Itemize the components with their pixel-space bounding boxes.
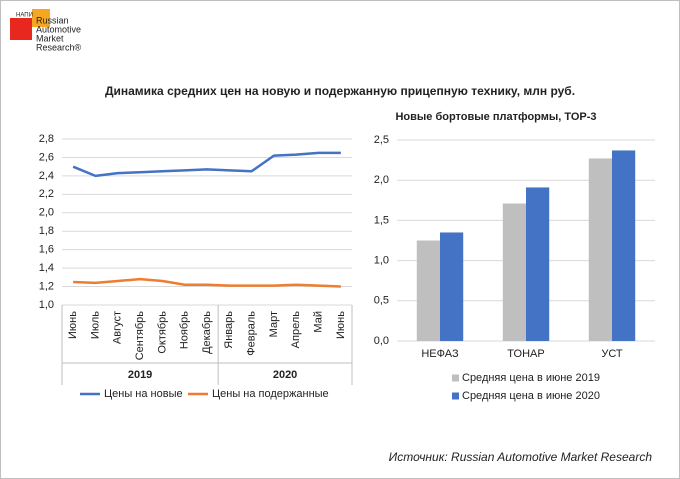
line-series bbox=[73, 277, 341, 288]
x-tick-label: Май bbox=[312, 311, 324, 333]
main-title: Динамика средних цен на новую и подержан… bbox=[105, 84, 575, 98]
logo-line: Market bbox=[36, 33, 64, 43]
x-tick-label: Февраль bbox=[246, 311, 258, 356]
x-tick-label: Декабрь bbox=[201, 311, 213, 354]
bar bbox=[440, 232, 464, 341]
y-tick-label: 1,2 bbox=[39, 280, 54, 292]
logo-line: Russian bbox=[36, 15, 69, 25]
x-tick-label: ТОНАР bbox=[507, 348, 544, 360]
x-tick-label: Август bbox=[112, 311, 124, 344]
group-label: 2020 bbox=[273, 369, 297, 381]
x-tick-label: Сентябрь bbox=[134, 311, 146, 361]
logo-red bbox=[10, 18, 32, 40]
legend-label: Средняя цена в июне 2020 bbox=[462, 390, 600, 402]
y-tick-label: 1,6 bbox=[39, 244, 54, 256]
legend-label: Цены на новые bbox=[104, 388, 183, 400]
source: Источник: Russian Automotive Market Rese… bbox=[389, 450, 653, 464]
y-tick-label: 1,4 bbox=[39, 262, 54, 274]
x-tick-label: Апрель bbox=[290, 311, 302, 349]
y-tick-label: 0,5 bbox=[374, 295, 389, 307]
group-label: 2019 bbox=[128, 369, 152, 381]
x-tick-label: Март bbox=[268, 311, 280, 337]
y-tick-label: 1,0 bbox=[39, 299, 54, 311]
logo-line: Research® bbox=[36, 42, 82, 52]
y-tick-label: 2,6 bbox=[39, 151, 54, 163]
y-tick-label: 2,2 bbox=[39, 188, 54, 200]
y-tick-label: 2,4 bbox=[39, 170, 54, 182]
logo-small: НАПИ bbox=[16, 13, 33, 19]
bar bbox=[502, 203, 526, 341]
legend-swatch bbox=[452, 374, 459, 382]
bar bbox=[612, 150, 636, 341]
x-tick-label: Январь bbox=[223, 311, 235, 349]
x-tick-label: Июль bbox=[89, 311, 101, 339]
y-tick-label: 1,0 bbox=[374, 255, 389, 267]
x-tick-label: Ноябрь bbox=[179, 311, 191, 349]
logo-orange bbox=[32, 9, 50, 27]
bar bbox=[526, 187, 550, 341]
legend-label: Цены на подержанные bbox=[212, 388, 329, 400]
x-tick-label: Октябрь bbox=[156, 311, 168, 354]
y-tick-label: 1,8 bbox=[39, 225, 54, 237]
y-tick-label: 1,5 bbox=[374, 214, 389, 226]
y-tick-label: 2,0 bbox=[39, 207, 54, 219]
y-tick-label: 2,0 bbox=[374, 174, 389, 186]
legend-swatch bbox=[452, 392, 459, 400]
y-tick-label: 0,0 bbox=[374, 335, 389, 347]
line-series bbox=[72, 151, 341, 178]
x-tick-label: Июнь bbox=[335, 311, 347, 339]
legend-label: Средняя цена в июне 2019 bbox=[462, 372, 600, 384]
chart-title: Новые бортовые платформы, ТОР-3 bbox=[395, 111, 596, 123]
bar bbox=[416, 240, 440, 341]
x-tick-label: Июнь bbox=[67, 311, 79, 339]
x-tick-label: УСТ bbox=[601, 348, 623, 360]
x-tick-label: НЕФАЗ bbox=[421, 348, 459, 360]
bar bbox=[588, 158, 612, 341]
logo-line: Automotive bbox=[36, 24, 81, 34]
y-tick-label: 2,8 bbox=[39, 133, 54, 145]
y-tick-label: 2,5 bbox=[374, 134, 389, 146]
